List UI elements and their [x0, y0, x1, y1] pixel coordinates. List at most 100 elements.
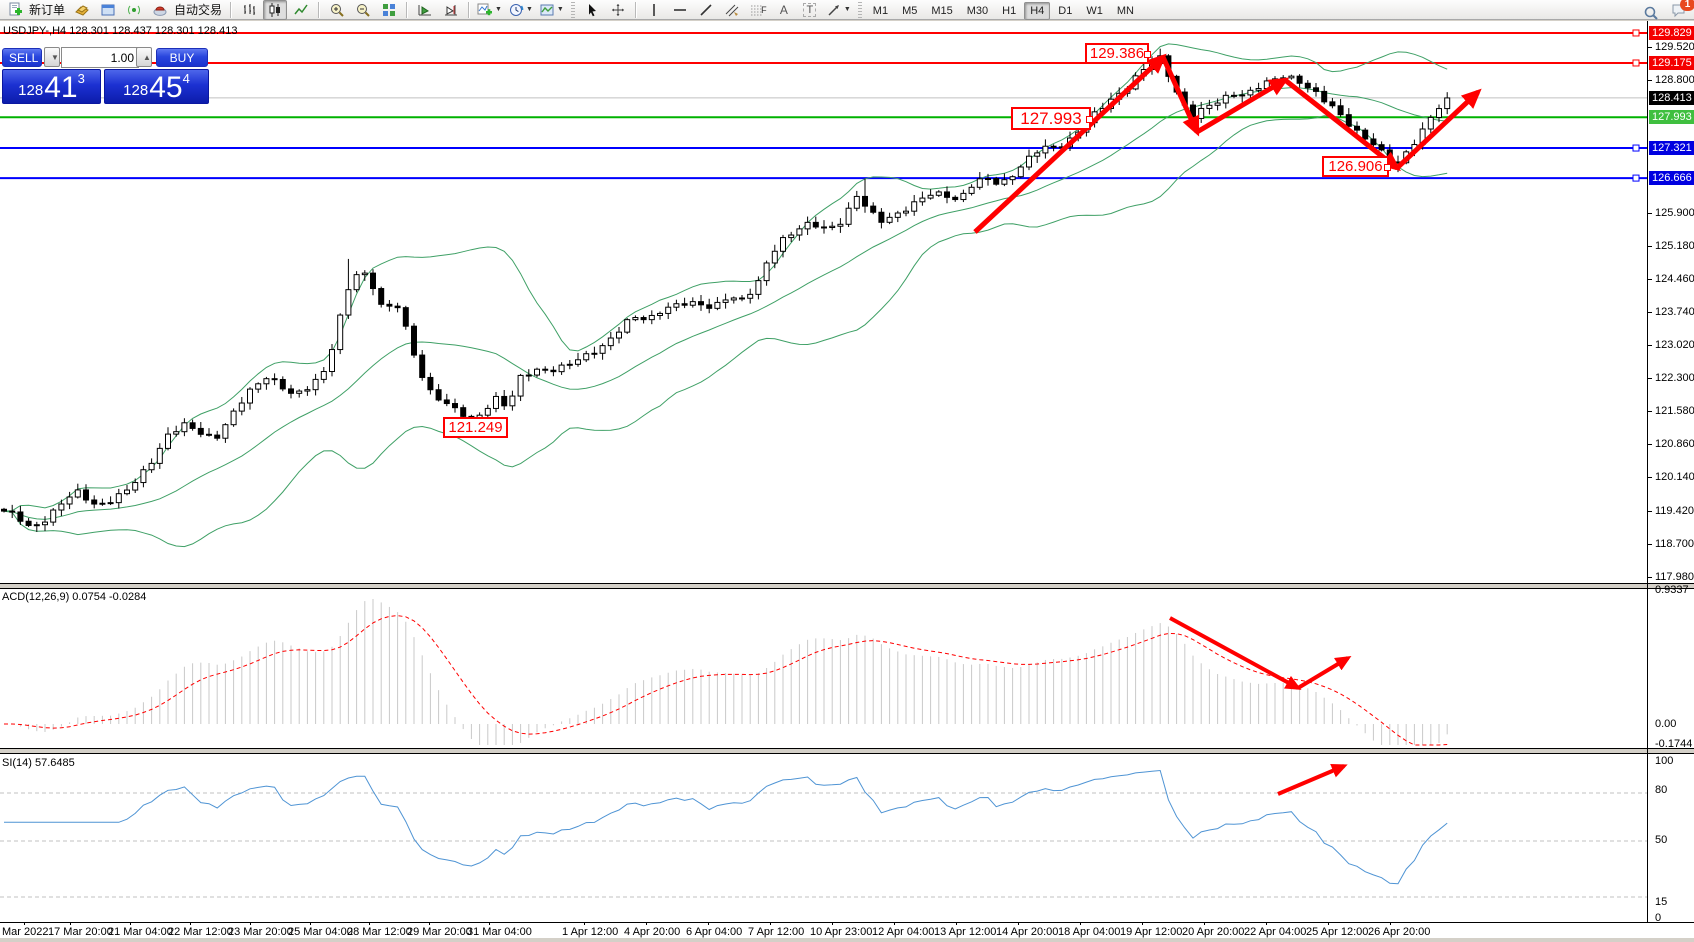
buy-price[interactable]: 128 45 4 [104, 69, 209, 104]
volume-input[interactable] [61, 47, 139, 68]
time-label: 22 Mar 12:00 [168, 926, 233, 938]
price-annotation[interactable]: 121.249 [443, 417, 508, 438]
autotrading-button[interactable] [148, 0, 172, 20]
channel-button[interactable] [720, 0, 744, 20]
text-label-button[interactable]: T [798, 0, 822, 20]
timeframe-h4[interactable]: H4 [1024, 1, 1051, 20]
timeframe-mn[interactable]: MN [1116, 4, 1134, 17]
candlestick-chart-button[interactable] [263, 0, 288, 20]
quotes-button[interactable] [70, 0, 94, 20]
chevron-down-icon: ▼ [525, 6, 533, 13]
time-label: 12 Apr 04:00 [872, 926, 935, 938]
autotrading-label[interactable]: 自动交易 [174, 3, 223, 17]
timeframe-m15[interactable]: M15 [931, 4, 953, 17]
bar-chart-button[interactable] [237, 0, 261, 20]
signals-button[interactable] [122, 0, 146, 20]
horizontal-line-button[interactable] [668, 0, 692, 20]
price-tick-label: 117.980 [1655, 571, 1694, 583]
sell-button[interactable]: SELL [2, 48, 42, 67]
autotrading-icon [153, 6, 167, 16]
price-tick-label: 118.700 [1655, 538, 1694, 550]
toolbar-right: 1 [1642, 0, 1694, 24]
volume-decrease-button[interactable]: ▼ [44, 47, 60, 67]
chart-shift-button[interactable] [439, 0, 463, 20]
timeframe-h1[interactable]: H1 [1002, 4, 1017, 17]
buy-button[interactable]: BUY [156, 48, 208, 67]
cursor-button[interactable] [580, 0, 604, 20]
zoom-out-button[interactable] [351, 0, 375, 20]
time-tick [956, 922, 957, 925]
time-label: 6 Apr 04:00 [686, 926, 743, 938]
spin-down-icon: ▼ [51, 52, 59, 62]
price-annotation[interactable]: 127.993 [1011, 107, 1093, 130]
zoom-in-button[interactable] [325, 0, 349, 20]
line-chart-button[interactable] [289, 0, 313, 20]
macd-pane[interactable] [0, 589, 1647, 748]
vertical-line-button[interactable] [642, 0, 666, 20]
rsi-label: SI(14) 57.6485 [2, 757, 75, 769]
toolbar-separator [634, 1, 637, 18]
time-label: Mar 2022 [2, 926, 49, 938]
new-order-button[interactable] [3, 0, 27, 20]
pane-separator[interactable] [0, 583, 1694, 589]
periods-button[interactable]: ▼ [506, 0, 535, 20]
volume-increase-button[interactable]: ▲ [136, 47, 152, 67]
price-tick-label: 129.520 [1655, 41, 1694, 53]
arrows-button[interactable]: ▼ [824, 0, 853, 20]
toolbar-grip[interactable] [857, 1, 862, 18]
toolbar-separator [230, 1, 233, 18]
fibonacci-button[interactable]: F [746, 0, 770, 20]
sell-price[interactable]: 128 41 3 [2, 69, 101, 104]
market-watch-button[interactable] [96, 0, 120, 20]
indicators-button[interactable]: ▼ [475, 0, 504, 20]
text-button[interactable]: A [772, 0, 796, 20]
pane-separator[interactable] [0, 748, 1694, 754]
price-tick [1648, 444, 1652, 445]
crosshair-button[interactable] [606, 0, 630, 20]
price-badge: 129.175 [1649, 56, 1694, 70]
new-order-label[interactable]: 新订单 [29, 3, 66, 17]
price-tick-label: 120.860 [1655, 438, 1694, 450]
clock-icon [509, 3, 524, 16]
timeframe-w1[interactable]: W1 [1086, 4, 1103, 17]
trend-arrows-layer[interactable] [973, 53, 1482, 234]
toolbar-grip[interactable] [570, 1, 575, 18]
rsi-pane[interactable] [0, 754, 1647, 922]
price-axis-border [1647, 21, 1648, 922]
timeframe-m1[interactable]: M1 [872, 4, 889, 17]
price-tick-label: 119.420 [1655, 505, 1694, 517]
timeframe-d1[interactable]: D1 [1058, 4, 1073, 17]
auto-scroll-button[interactable] [413, 0, 437, 20]
tile-windows-button[interactable] [377, 0, 401, 20]
price-tick [1648, 477, 1652, 478]
time-label: 28 Mar 12:00 [347, 926, 412, 938]
price-tick [1648, 312, 1652, 313]
toolbar-separator [406, 1, 409, 18]
price-tick-label: 128.800 [1655, 74, 1694, 86]
annotation-handle[interactable] [1086, 115, 1093, 123]
annotation-handle[interactable] [1144, 50, 1151, 58]
annotation-handle[interactable] [1384, 163, 1391, 171]
template-icon [540, 4, 554, 15]
timeframe-m30[interactable]: M30 [966, 4, 989, 17]
templates-button[interactable]: ▼ [537, 0, 566, 20]
price-annotation[interactable]: 126.906 [1322, 156, 1391, 177]
macd-axis-label: 0.9337 [1655, 584, 1689, 596]
chart-shift-icon [445, 4, 458, 15]
main-price-pane[interactable] [0, 21, 1647, 583]
horizontal-lines-layer[interactable] [0, 29, 1647, 182]
search-icon[interactable] [1642, 4, 1660, 22]
time-label: 4 Apr 20:00 [624, 926, 681, 938]
price-annotation[interactable]: 129.386 [1085, 43, 1151, 64]
trendline-button[interactable] [694, 0, 718, 20]
chat-button[interactable]: 1 [1670, 0, 1694, 24]
time-tick [310, 922, 311, 925]
fibonacci-glyph: F [761, 4, 767, 15]
time-label: 23 Mar 20:00 [228, 926, 293, 938]
price-tick-label: 123.740 [1655, 306, 1694, 318]
candles-layer[interactable] [1, 48, 1451, 532]
auto-scroll-icon [418, 4, 432, 15]
time-tick [190, 922, 191, 925]
timeframe-m5[interactable]: M5 [902, 4, 918, 17]
price-tick [1648, 378, 1652, 379]
